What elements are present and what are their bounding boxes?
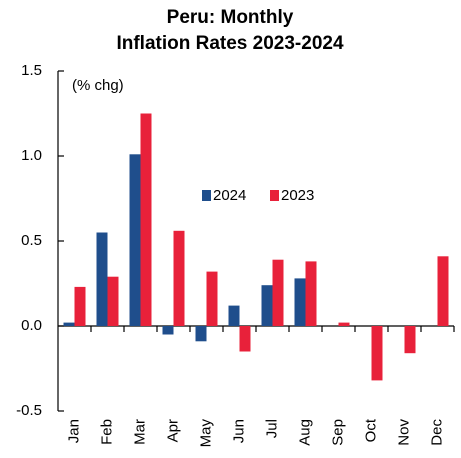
bar — [162, 326, 174, 335]
annotation: (% chg) — [72, 77, 124, 94]
x-tick-label: Feb — [98, 419, 115, 445]
chart-title: Peru: Monthly — [167, 7, 294, 28]
y-tick-label: 1.5 — [21, 62, 42, 79]
y-tick-label: 1.0 — [21, 147, 42, 164]
bar — [228, 305, 240, 326]
bar — [63, 322, 75, 326]
legend-swatch — [202, 190, 211, 201]
bar — [239, 326, 251, 352]
x-tick-label: Nov — [395, 419, 412, 446]
bar — [173, 230, 185, 326]
bar — [206, 271, 218, 326]
bar — [74, 286, 86, 326]
x-tick-label: Aug — [296, 419, 313, 446]
x-tick-label: Jul — [263, 419, 280, 438]
bar — [107, 276, 119, 326]
bar — [371, 326, 383, 381]
x-tick-label: Jun — [230, 419, 247, 443]
chart-title: Inflation Rates 2023-2024 — [116, 33, 343, 54]
x-tick-label: Jan — [65, 419, 82, 443]
legend-swatch — [270, 190, 279, 201]
bar — [437, 256, 449, 326]
bar — [404, 326, 416, 354]
bar — [305, 261, 317, 326]
x-tick-label: May — [197, 419, 214, 448]
bar — [129, 154, 141, 326]
bar — [272, 259, 284, 326]
y-tick-label: 0.0 — [21, 317, 42, 334]
x-tick-label: Apr — [164, 419, 181, 442]
x-tick-label: Oct — [362, 418, 379, 442]
bar — [261, 285, 273, 326]
x-tick-label: Mar — [131, 419, 148, 445]
legend-label: 2023 — [281, 187, 314, 204]
y-tick-label: -0.5 — [16, 402, 42, 419]
bar — [294, 278, 306, 326]
bar — [140, 113, 152, 326]
bar — [195, 326, 207, 342]
bar — [338, 322, 350, 326]
x-tick-label: Dec — [428, 419, 445, 446]
y-tick-label: 0.5 — [21, 232, 42, 249]
bar — [96, 232, 108, 326]
legend-label: 2024 — [213, 187, 246, 204]
x-tick-label: Sep — [329, 419, 346, 446]
